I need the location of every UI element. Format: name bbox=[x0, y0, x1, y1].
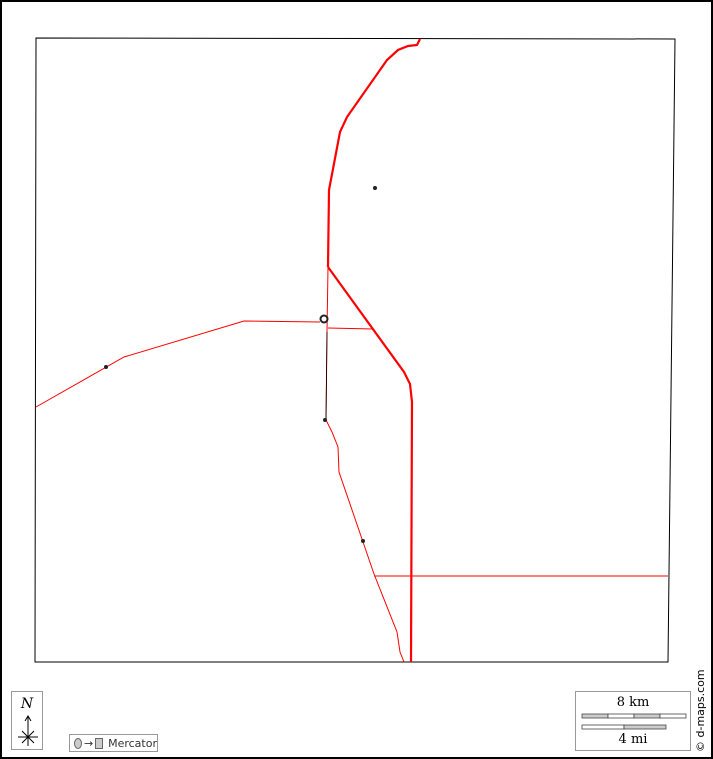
arrow-icon: → bbox=[83, 736, 94, 750]
projection-legend: → Mercator bbox=[69, 734, 158, 752]
north-label: N bbox=[20, 696, 34, 712]
scale-bar: 8 km 4 mi bbox=[575, 691, 691, 751]
scale-mi-label: 4 mi bbox=[618, 732, 648, 747]
town-dot bbox=[104, 365, 108, 369]
town-dot bbox=[323, 418, 327, 422]
major-road-north bbox=[326, 38, 421, 268]
town-dot bbox=[373, 186, 377, 190]
region-boundary bbox=[34, 37, 676, 663]
globe-circle-icon bbox=[74, 737, 82, 749]
minor-road-west bbox=[35, 320, 321, 408]
capital-marker bbox=[319, 314, 329, 324]
major-road-diagonal bbox=[327, 266, 414, 663]
projection-label: Mercator bbox=[108, 736, 157, 750]
scale-km-label: 8 km bbox=[616, 695, 650, 710]
scale-bars bbox=[581, 713, 687, 730]
minor-road-link bbox=[327, 327, 374, 330]
local-road bbox=[325, 331, 328, 421]
north-arrow: N bbox=[11, 691, 43, 750]
map-square-icon bbox=[95, 737, 104, 749]
compass-icon bbox=[18, 715, 38, 746]
town-dot bbox=[361, 539, 365, 543]
minor-road-south bbox=[325, 266, 405, 663]
credit-text: © d-maps.com bbox=[694, 669, 707, 752]
